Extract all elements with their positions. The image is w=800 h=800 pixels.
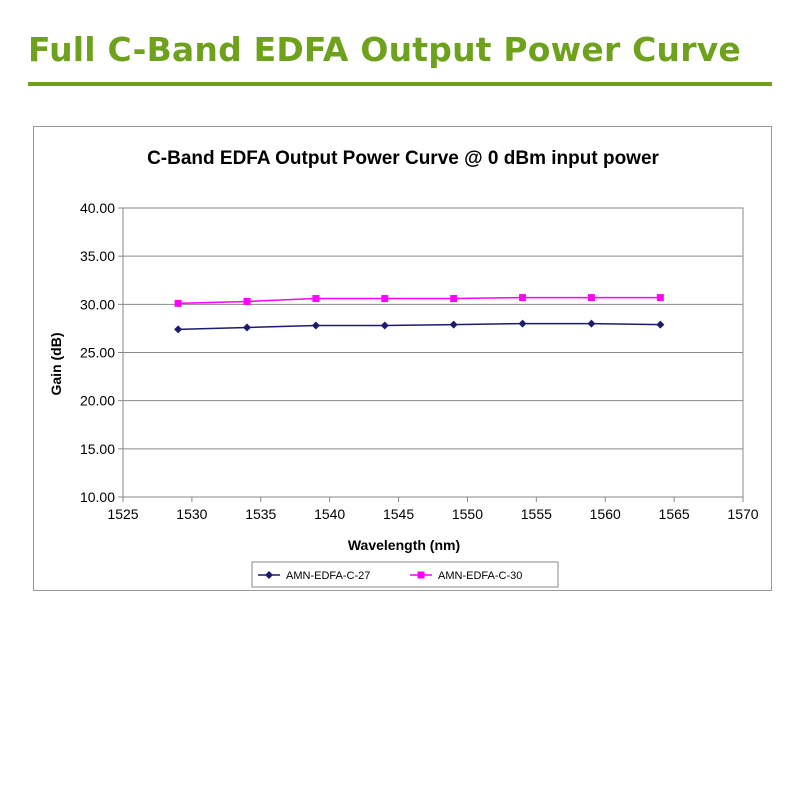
page-title: Full C-Band EDFA Output Power Curve xyxy=(28,30,741,69)
data-point xyxy=(417,571,425,579)
y-tick-label: 25.00 xyxy=(80,345,115,361)
x-tick-label: 1560 xyxy=(590,506,621,522)
data-point xyxy=(174,325,183,334)
x-tick-label: 1535 xyxy=(245,506,276,522)
y-tick-label: 40.00 xyxy=(80,200,115,216)
data-point xyxy=(656,294,664,302)
x-tick-label: 1550 xyxy=(452,506,483,522)
data-point xyxy=(243,323,251,332)
legend: AMN-EDFA-C-27 AMN-EDFA-C-30 xyxy=(251,561,559,588)
data-point xyxy=(519,294,527,302)
x-tick-label: 1545 xyxy=(383,506,414,522)
y-tick-label: 35.00 xyxy=(80,248,115,264)
series-line xyxy=(178,322,661,331)
legend-label: AMN-EDFA-C-30 xyxy=(438,570,522,582)
x-tick-label: 1555 xyxy=(521,506,552,522)
data-point xyxy=(656,320,665,329)
y-tick-label: 15.00 xyxy=(80,441,115,457)
y-tick-label: 10.00 xyxy=(80,489,115,505)
legend-box xyxy=(251,561,559,588)
series-line xyxy=(178,296,661,305)
data-point xyxy=(311,321,320,330)
data-point xyxy=(587,294,595,302)
data-point xyxy=(449,320,458,329)
data-point xyxy=(265,571,273,579)
legend-label: AMN-EDFA-C-27 xyxy=(286,570,370,582)
data-point xyxy=(380,321,389,330)
chart-title: C-Band EDFA Output Power Curve @ 0 dBm i… xyxy=(147,148,659,169)
series-amn-edfa-c-30 xyxy=(174,294,664,307)
data-point xyxy=(174,299,182,307)
x-tick-label: 1530 xyxy=(176,506,207,522)
data-point xyxy=(450,295,458,303)
chart-frame xyxy=(33,126,772,591)
x-tick-label: 1525 xyxy=(107,506,138,522)
data-point xyxy=(381,295,389,303)
series-amn-edfa-c-27 xyxy=(174,319,665,334)
x-tick-label: 1565 xyxy=(659,506,690,522)
x-axis-label: Wavelength (nm) xyxy=(348,537,460,553)
legend-item: AMN-EDFA-C-27 xyxy=(258,570,370,582)
legend-item: AMN-EDFA-C-30 xyxy=(410,570,522,582)
x-tick-label: 1540 xyxy=(314,506,345,522)
y-axis-label: Gain (dB) xyxy=(48,333,64,396)
title-divider xyxy=(28,82,772,86)
data-point xyxy=(243,297,251,305)
x-tick-label: 1570 xyxy=(727,506,758,522)
data-point xyxy=(312,295,320,303)
y-tick-label: 20.00 xyxy=(80,393,115,409)
data-point xyxy=(587,319,596,328)
data-point xyxy=(518,319,527,328)
y-tick-label: 30.00 xyxy=(80,296,115,312)
